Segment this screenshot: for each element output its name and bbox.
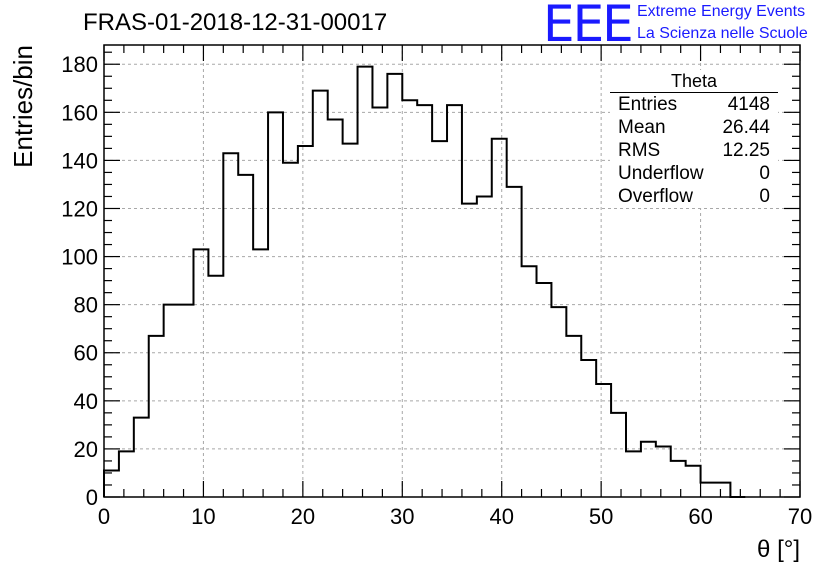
y-tick-label: 0 [86, 485, 98, 510]
stats-value: 0 [759, 163, 770, 184]
histogram-line [103, 65, 746, 498]
x-tick-label: 40 [489, 504, 513, 529]
stats-row-underflow: Underflow 0 [610, 162, 778, 185]
x-tick-label: 60 [688, 504, 712, 529]
y-tick-label: 40 [74, 389, 98, 414]
x-tick-label: 20 [291, 504, 315, 529]
y-axis-label: Entries/bin [8, 45, 38, 168]
stats-label: Overflow [618, 186, 693, 207]
y-tick-label: 60 [74, 341, 98, 366]
stats-label: Entries [618, 94, 678, 115]
stats-row-overflow: Overflow 0 [610, 185, 778, 208]
stats-label: Underflow [618, 163, 704, 184]
y-tick-label: 140 [61, 148, 98, 173]
stats-box: Theta Entries 4148 Mean 26.44 RMS 12.25 … [610, 70, 778, 208]
stats-value: 26.44 [722, 117, 770, 138]
plot-frame [103, 44, 801, 498]
logo-line-1: Extreme Energy Events [637, 3, 806, 20]
x-tick-label: 10 [191, 504, 215, 529]
x-tick-label: 70 [788, 504, 812, 529]
stats-row-mean: Mean 26.44 [610, 116, 778, 139]
stats-label: Mean [618, 117, 666, 138]
stats-value: 4148 [727, 94, 770, 115]
stats-label: RMS [618, 140, 661, 161]
eee-logo: EEE [543, 0, 634, 53]
y-tick-label: 80 [74, 293, 98, 318]
y-tick-label: 120 [61, 196, 98, 221]
y-tick-label: 100 [61, 245, 98, 270]
x-tick-label: 0 [98, 504, 110, 529]
stats-row-entries: Entries 4148 [610, 93, 778, 116]
stats-value: 12.25 [722, 140, 770, 161]
stats-value: 0 [759, 186, 770, 207]
stats-title: Theta [610, 70, 778, 93]
stats-row-rms: RMS 12.25 [610, 139, 778, 162]
x-tick-label: 30 [390, 504, 414, 529]
y-tick-label: 20 [74, 437, 98, 462]
chart-title: FRAS-01-2018-12-31-00017 [83, 9, 388, 36]
y-tick-label: 180 [61, 52, 98, 77]
x-tick-label: 50 [589, 504, 613, 529]
logo-line-2: La Scienza nelle Scuole [637, 25, 808, 42]
y-tick-label: 160 [61, 100, 98, 125]
x-axis-label: θ [°] [757, 536, 800, 563]
